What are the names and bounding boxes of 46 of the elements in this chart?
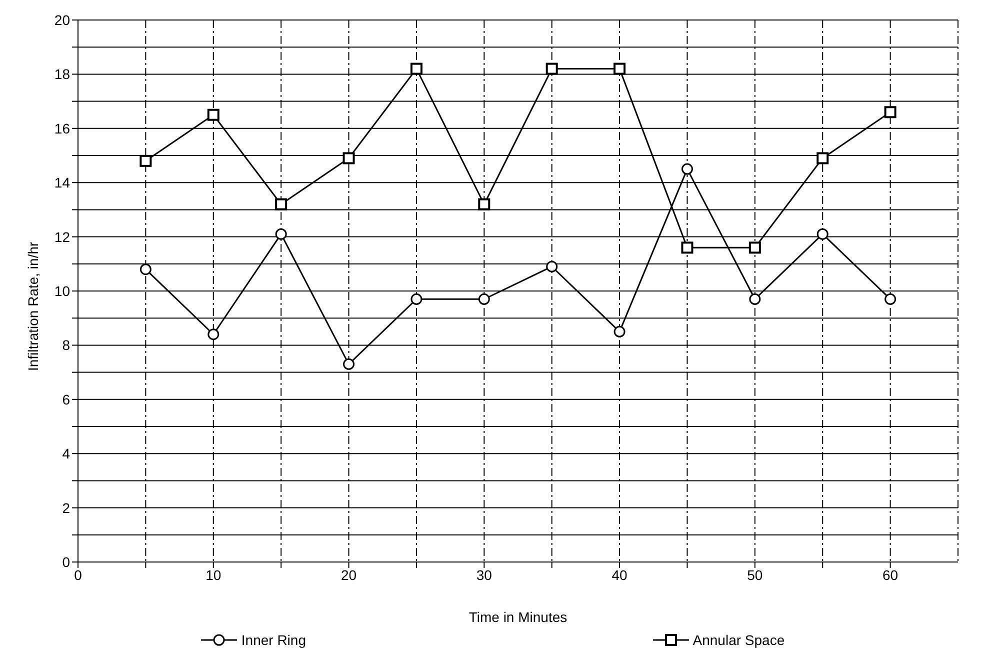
y-tick-label: 4: [62, 446, 70, 462]
point: [140, 264, 152, 276]
point: [816, 152, 829, 164]
point: [478, 293, 490, 305]
x-tick-label: 30: [476, 566, 492, 583]
legend-label: Annular Space: [692, 632, 785, 648]
point: [410, 62, 422, 75]
y-tick-label: 18: [54, 66, 70, 82]
point: [816, 228, 828, 240]
point: [343, 358, 355, 370]
point: [208, 328, 220, 340]
y-tick-label: 2: [62, 500, 70, 516]
point: [546, 260, 558, 272]
point: [207, 108, 220, 121]
y-tick-label: 20: [54, 12, 70, 28]
y-tick-label: 16: [54, 120, 70, 136]
point: [410, 293, 422, 305]
y-tick-label: 8: [62, 337, 70, 354]
x-tick-label: 0: [74, 566, 82, 583]
point: [748, 242, 761, 254]
y-tick-label: 10: [54, 282, 70, 299]
y-tick-label: 14: [54, 174, 70, 191]
point: [884, 106, 896, 118]
point: [275, 198, 288, 210]
point: [681, 242, 694, 254]
legend-label: Inner Ring: [241, 632, 306, 648]
point: [342, 152, 355, 164]
y-tick-label: 6: [62, 391, 70, 408]
x-tick-label: 40: [612, 566, 628, 583]
y-tick-label: 12: [54, 228, 70, 245]
point: [275, 228, 287, 240]
x-tick-label: 60: [882, 566, 898, 583]
point: [681, 163, 693, 175]
x-tick-label: 50: [747, 566, 763, 583]
point: [478, 198, 490, 210]
y-axis-title: Infiltration Rate, in/hr: [24, 241, 41, 371]
point: [546, 62, 558, 75]
x-axis-title: Time in Minutes: [468, 609, 568, 625]
x-tick-label: 10: [206, 566, 222, 583]
y-tick-label: 0: [62, 554, 70, 570]
point: [749, 293, 761, 305]
point: [140, 154, 152, 167]
point: [614, 62, 626, 75]
point: [884, 293, 896, 305]
x-tick-label: 20: [340, 566, 357, 583]
point: [614, 326, 626, 338]
